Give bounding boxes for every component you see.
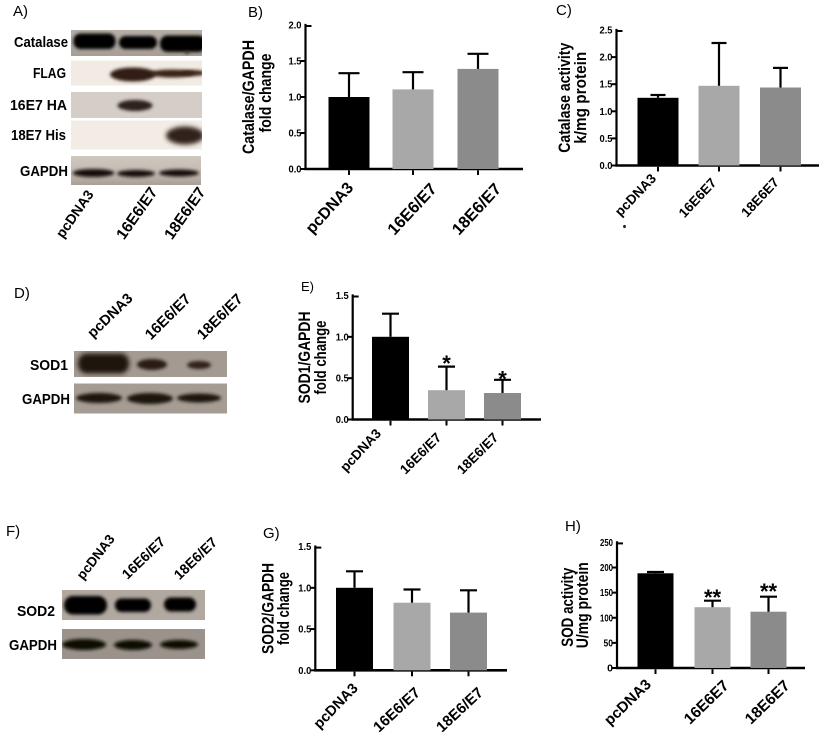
svg-text:Catalase activity: Catalase activity <box>555 42 574 152</box>
svg-text:Catalase: Catalase <box>14 34 68 51</box>
svg-text:fold change: fold change <box>256 54 275 133</box>
svg-text:SOD1/GAPDH: SOD1/GAPDH <box>295 312 314 404</box>
svg-text:1.5: 1.5 <box>289 56 302 68</box>
svg-text:GAPDH: GAPDH <box>9 637 57 654</box>
svg-text:k/mg protein: k/mg protein <box>571 52 590 144</box>
svg-text:1.0: 1.0 <box>336 331 349 343</box>
svg-text:C): C) <box>556 2 572 19</box>
svg-text:Catalase/GAPDH: Catalase/GAPDH <box>239 40 258 154</box>
svg-text:1.5: 1.5 <box>600 79 613 91</box>
svg-text:U/mg protein: U/mg protein <box>573 562 592 648</box>
svg-text:100: 100 <box>600 612 613 624</box>
svg-text:GAPDH: GAPDH <box>22 391 70 408</box>
svg-text:0.0: 0.0 <box>289 164 302 176</box>
svg-text:G): G) <box>263 525 280 542</box>
svg-text:1.0: 1.0 <box>289 92 302 104</box>
svg-text:0.0: 0.0 <box>336 414 349 426</box>
svg-text:*: * <box>442 351 451 376</box>
svg-text:0.5: 0.5 <box>289 128 302 140</box>
svg-text:SOD1: SOD1 <box>30 357 68 374</box>
svg-text:0.0: 0.0 <box>298 665 311 677</box>
svg-text:fold change: fold change <box>311 321 330 395</box>
svg-text:2.0: 2.0 <box>289 20 302 32</box>
svg-text:1.5: 1.5 <box>336 290 349 302</box>
svg-text:F): F) <box>6 523 20 540</box>
svg-text:A): A) <box>13 3 28 20</box>
svg-text:*: * <box>498 367 507 392</box>
svg-text:50: 50 <box>604 637 614 649</box>
svg-text:18E7 His: 18E7 His <box>11 127 66 144</box>
svg-text:SOD activity: SOD activity <box>558 567 577 646</box>
svg-text:200: 200 <box>600 562 613 574</box>
svg-text:2.5: 2.5 <box>600 25 613 37</box>
svg-text:1.5: 1.5 <box>298 541 311 553</box>
svg-text:FLAG: FLAG <box>33 65 66 82</box>
svg-text:0.0: 0.0 <box>600 160 613 172</box>
svg-text:**: ** <box>760 579 778 604</box>
svg-text:SOD2: SOD2 <box>17 603 55 620</box>
svg-text:GAPDH: GAPDH <box>20 163 68 180</box>
svg-text:16E7 HA: 16E7 HA <box>10 97 67 114</box>
svg-text:150: 150 <box>600 587 613 599</box>
svg-text:**: ** <box>704 585 722 610</box>
svg-text:0.5: 0.5 <box>298 624 311 636</box>
svg-text:0.5: 0.5 <box>600 133 613 145</box>
svg-text:250: 250 <box>600 537 613 549</box>
svg-text:B): B) <box>248 4 263 21</box>
svg-text:fold change: fold change <box>274 572 293 645</box>
svg-text:E): E) <box>301 279 314 294</box>
svg-text:0: 0 <box>607 663 613 675</box>
svg-text:1.0: 1.0 <box>600 106 613 118</box>
svg-text:1.0: 1.0 <box>298 582 311 594</box>
svg-text:0.5: 0.5 <box>336 373 349 385</box>
svg-text:2.0: 2.0 <box>600 52 613 64</box>
svg-text:D): D) <box>14 285 30 302</box>
svg-text:SOD2/GAPDH: SOD2/GAPDH <box>259 563 278 654</box>
svg-text:H): H) <box>565 518 581 535</box>
